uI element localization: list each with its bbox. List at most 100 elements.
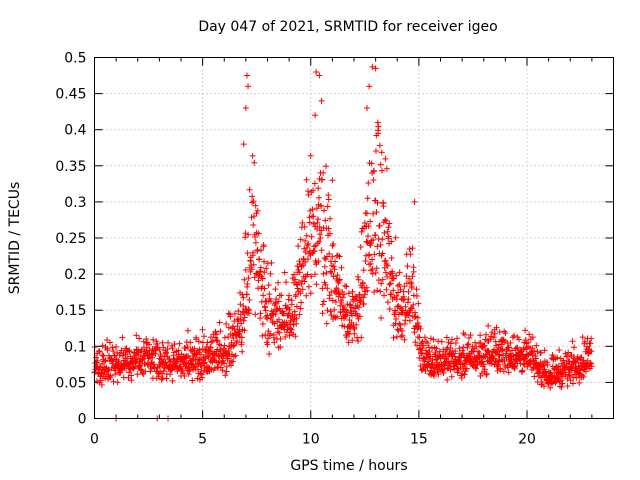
data-point: [373, 209, 380, 216]
data-point: [463, 365, 470, 372]
data-point: [407, 251, 414, 258]
data-point: [171, 341, 178, 348]
y-tick-label: 0.2: [64, 267, 86, 283]
data-point: [343, 306, 350, 313]
data-point: [136, 335, 143, 342]
data-point: [260, 292, 267, 299]
data-point: [403, 273, 410, 280]
data-point: [225, 310, 232, 317]
data-point: [214, 338, 221, 345]
data-point: [325, 225, 332, 232]
data-point: [560, 357, 567, 364]
data-point: [281, 269, 288, 276]
data-point: [113, 344, 120, 351]
data-point: [454, 335, 461, 342]
data-point: [538, 349, 545, 356]
data-point: [358, 228, 365, 235]
data-point: [465, 334, 472, 341]
data-point: [98, 381, 105, 388]
data-point: [372, 269, 379, 276]
data-point: [321, 263, 328, 270]
data-point: [529, 334, 536, 341]
data-point: [394, 326, 401, 333]
data-point: [415, 300, 422, 307]
data-point: [275, 279, 282, 286]
data-point: [238, 320, 245, 327]
data-point: [430, 336, 437, 343]
data-point: [587, 340, 594, 347]
data-point: [330, 273, 337, 280]
data-point: [156, 363, 163, 370]
data-point: [473, 343, 480, 350]
data-point: [231, 310, 238, 317]
data-point: [366, 251, 373, 258]
data-point: [326, 250, 333, 257]
data-point: [205, 354, 212, 361]
data-point: [119, 352, 126, 359]
data-point: [262, 304, 269, 311]
data-point: [162, 359, 169, 366]
data-point: [318, 203, 325, 210]
data-point: [364, 195, 371, 202]
data-point: [424, 340, 431, 347]
data-point: [381, 264, 388, 271]
data-point: [360, 267, 367, 274]
data-point: [335, 290, 342, 297]
data-point: [584, 343, 591, 350]
data-point: [330, 241, 337, 248]
y-tick-label: 0.15: [55, 303, 86, 319]
data-point: [502, 330, 509, 337]
data-point: [359, 279, 366, 286]
data-point: [547, 384, 554, 391]
data-point: [421, 334, 428, 341]
data-point: [336, 277, 343, 284]
data-point: [355, 304, 362, 311]
data-point: [464, 342, 471, 349]
data-point: [239, 348, 246, 355]
data-point: [269, 311, 276, 318]
data-point: [217, 328, 224, 335]
data-point: [361, 291, 368, 298]
data-point: [339, 294, 346, 301]
data-point: [322, 256, 329, 263]
data-point: [303, 176, 310, 183]
data-point: [377, 241, 384, 248]
data-point: [491, 330, 498, 337]
data-point: [95, 348, 102, 355]
data-point: [395, 303, 402, 310]
data-point: [240, 317, 247, 324]
data-point: [483, 371, 490, 378]
data-point: [201, 333, 208, 340]
data-point: [292, 291, 299, 298]
data-point: [508, 347, 515, 354]
data-point: [433, 356, 440, 363]
data-point: [579, 334, 586, 341]
data-point: [367, 218, 374, 225]
data-point: [213, 331, 220, 338]
data-point: [515, 336, 522, 343]
data-point: [365, 180, 372, 187]
data-point: [429, 345, 436, 352]
data-point: [526, 331, 533, 338]
data-point: [304, 271, 311, 278]
data-point: [347, 323, 354, 330]
data-point: [581, 338, 588, 345]
data-point: [303, 232, 310, 239]
data-point: [444, 376, 451, 383]
data-point: [314, 219, 321, 226]
data-point: [196, 356, 203, 363]
data-point: [286, 332, 293, 339]
data-point: [251, 274, 258, 281]
data-point: [240, 294, 247, 301]
data-point: [477, 332, 484, 339]
data-point: [246, 310, 253, 317]
data-point: [96, 363, 103, 370]
data-point: [410, 301, 417, 308]
data-point: [346, 331, 353, 338]
data-point: [409, 245, 416, 252]
data-point: [378, 315, 385, 322]
data-point: [384, 262, 391, 269]
data-point: [487, 336, 494, 343]
data-point: [327, 268, 334, 275]
data-point: [220, 357, 227, 364]
